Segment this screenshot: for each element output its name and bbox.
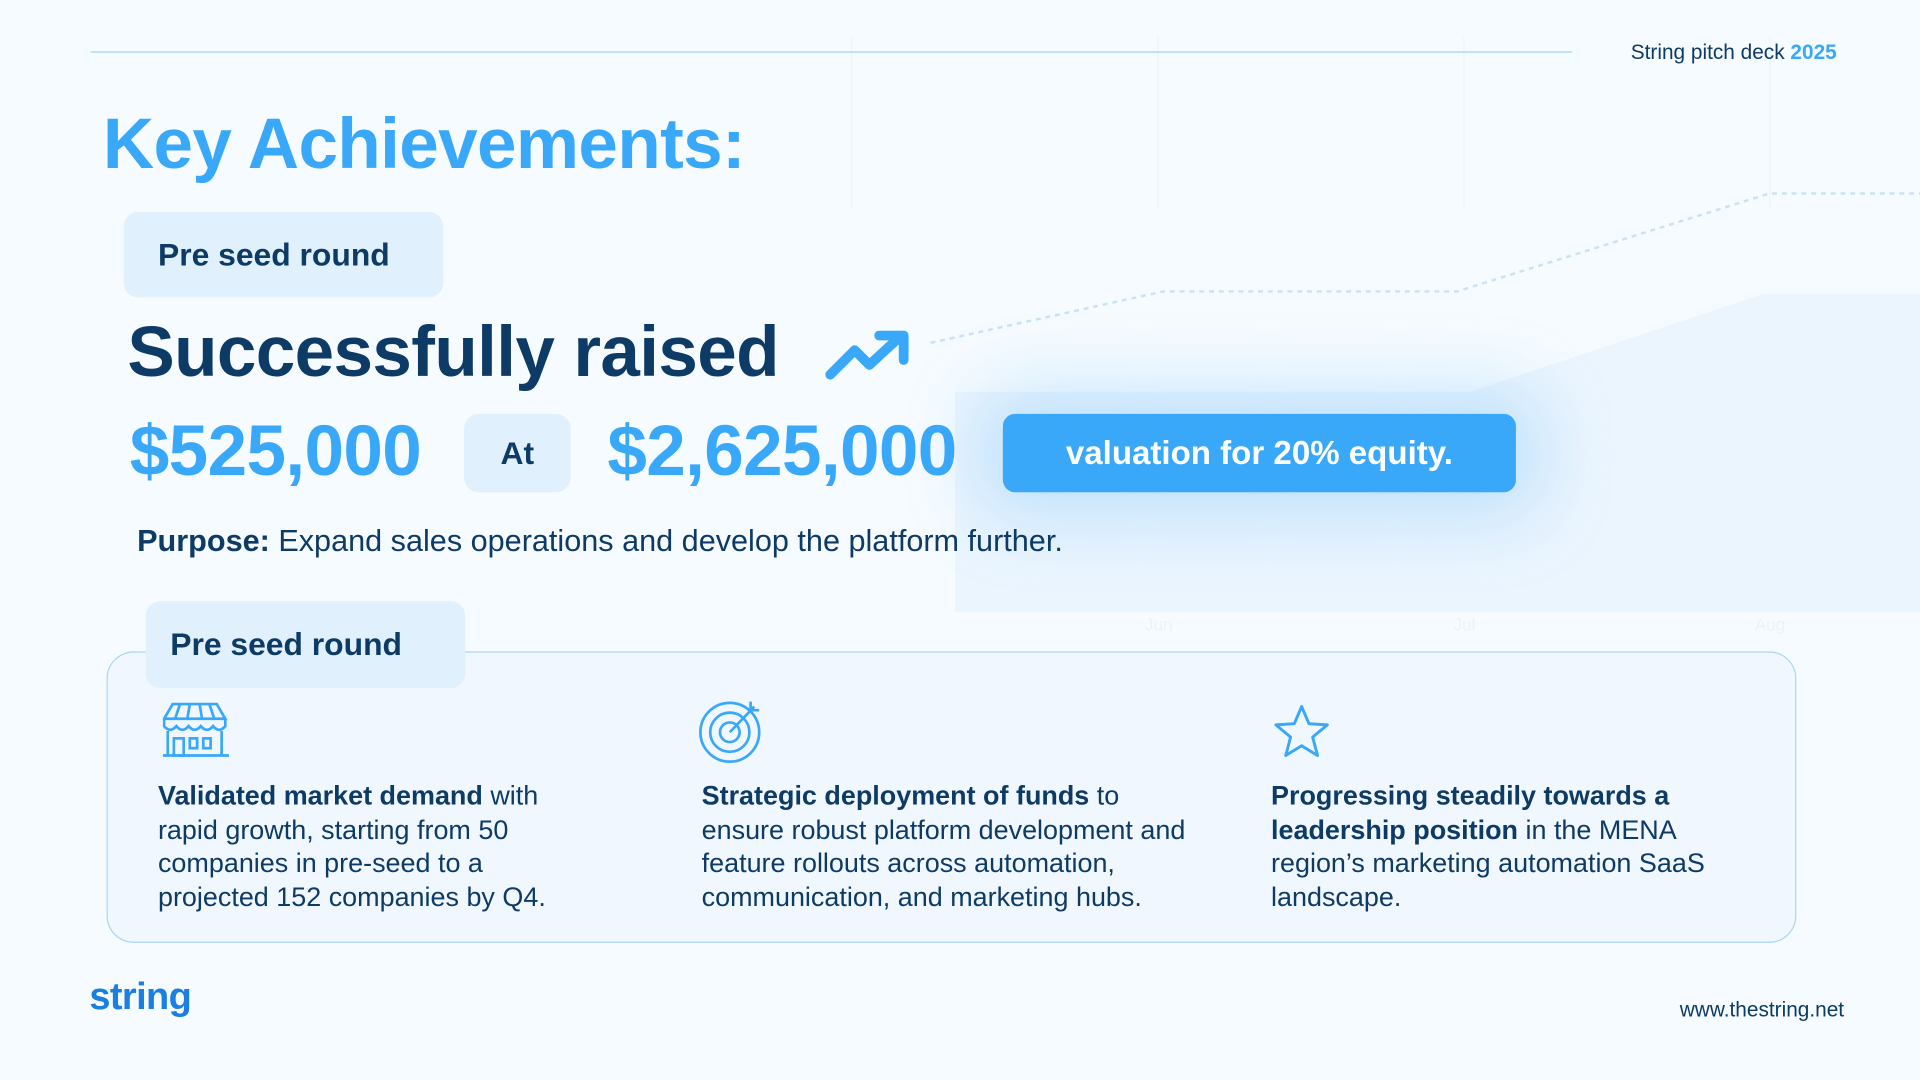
grid-line	[1463, 36, 1465, 209]
month-label: Aug	[1754, 614, 1786, 635]
month-label: Jun	[1144, 614, 1173, 635]
target-icon	[699, 701, 761, 763]
storefront-icon	[162, 702, 229, 757]
raise-amount: $525,000	[129, 411, 422, 492]
deck-label: String pitch deck 2025	[1630, 40, 1837, 64]
header-divider	[90, 51, 1573, 53]
grid-line	[1157, 36, 1159, 209]
valuation-note: valuation for 20% equity.	[1002, 413, 1516, 493]
page-title: Key Achievements:	[102, 104, 746, 184]
achievements-card	[106, 651, 1797, 943]
trending-up-icon	[825, 330, 909, 380]
headline: Successfully raised	[127, 311, 910, 393]
grid-line	[851, 36, 853, 209]
valuation-amount: $2,625,000	[607, 411, 957, 492]
month-label: Jul	[1453, 614, 1476, 635]
feature-funds-deployment: Strategic deployment of funds to ensure …	[701, 780, 1186, 912]
feature-leadership: Progressing steadily towards a leadershi…	[1271, 780, 1705, 912]
star-icon	[1274, 705, 1329, 757]
grid-line	[1769, 36, 1771, 209]
feature-market-demand: Validated market demand with rapid growt…	[157, 780, 546, 912]
section-badge: Pre seed round	[145, 601, 466, 689]
round-badge: Pre seed round	[123, 211, 444, 298]
website-link[interactable]: www.thestring.net	[1679, 997, 1845, 1022]
purpose-text: Purpose: Expand sales operations and dev…	[137, 524, 1063, 559]
at-badge: At	[464, 413, 571, 493]
string-logo: string	[89, 974, 192, 1018]
